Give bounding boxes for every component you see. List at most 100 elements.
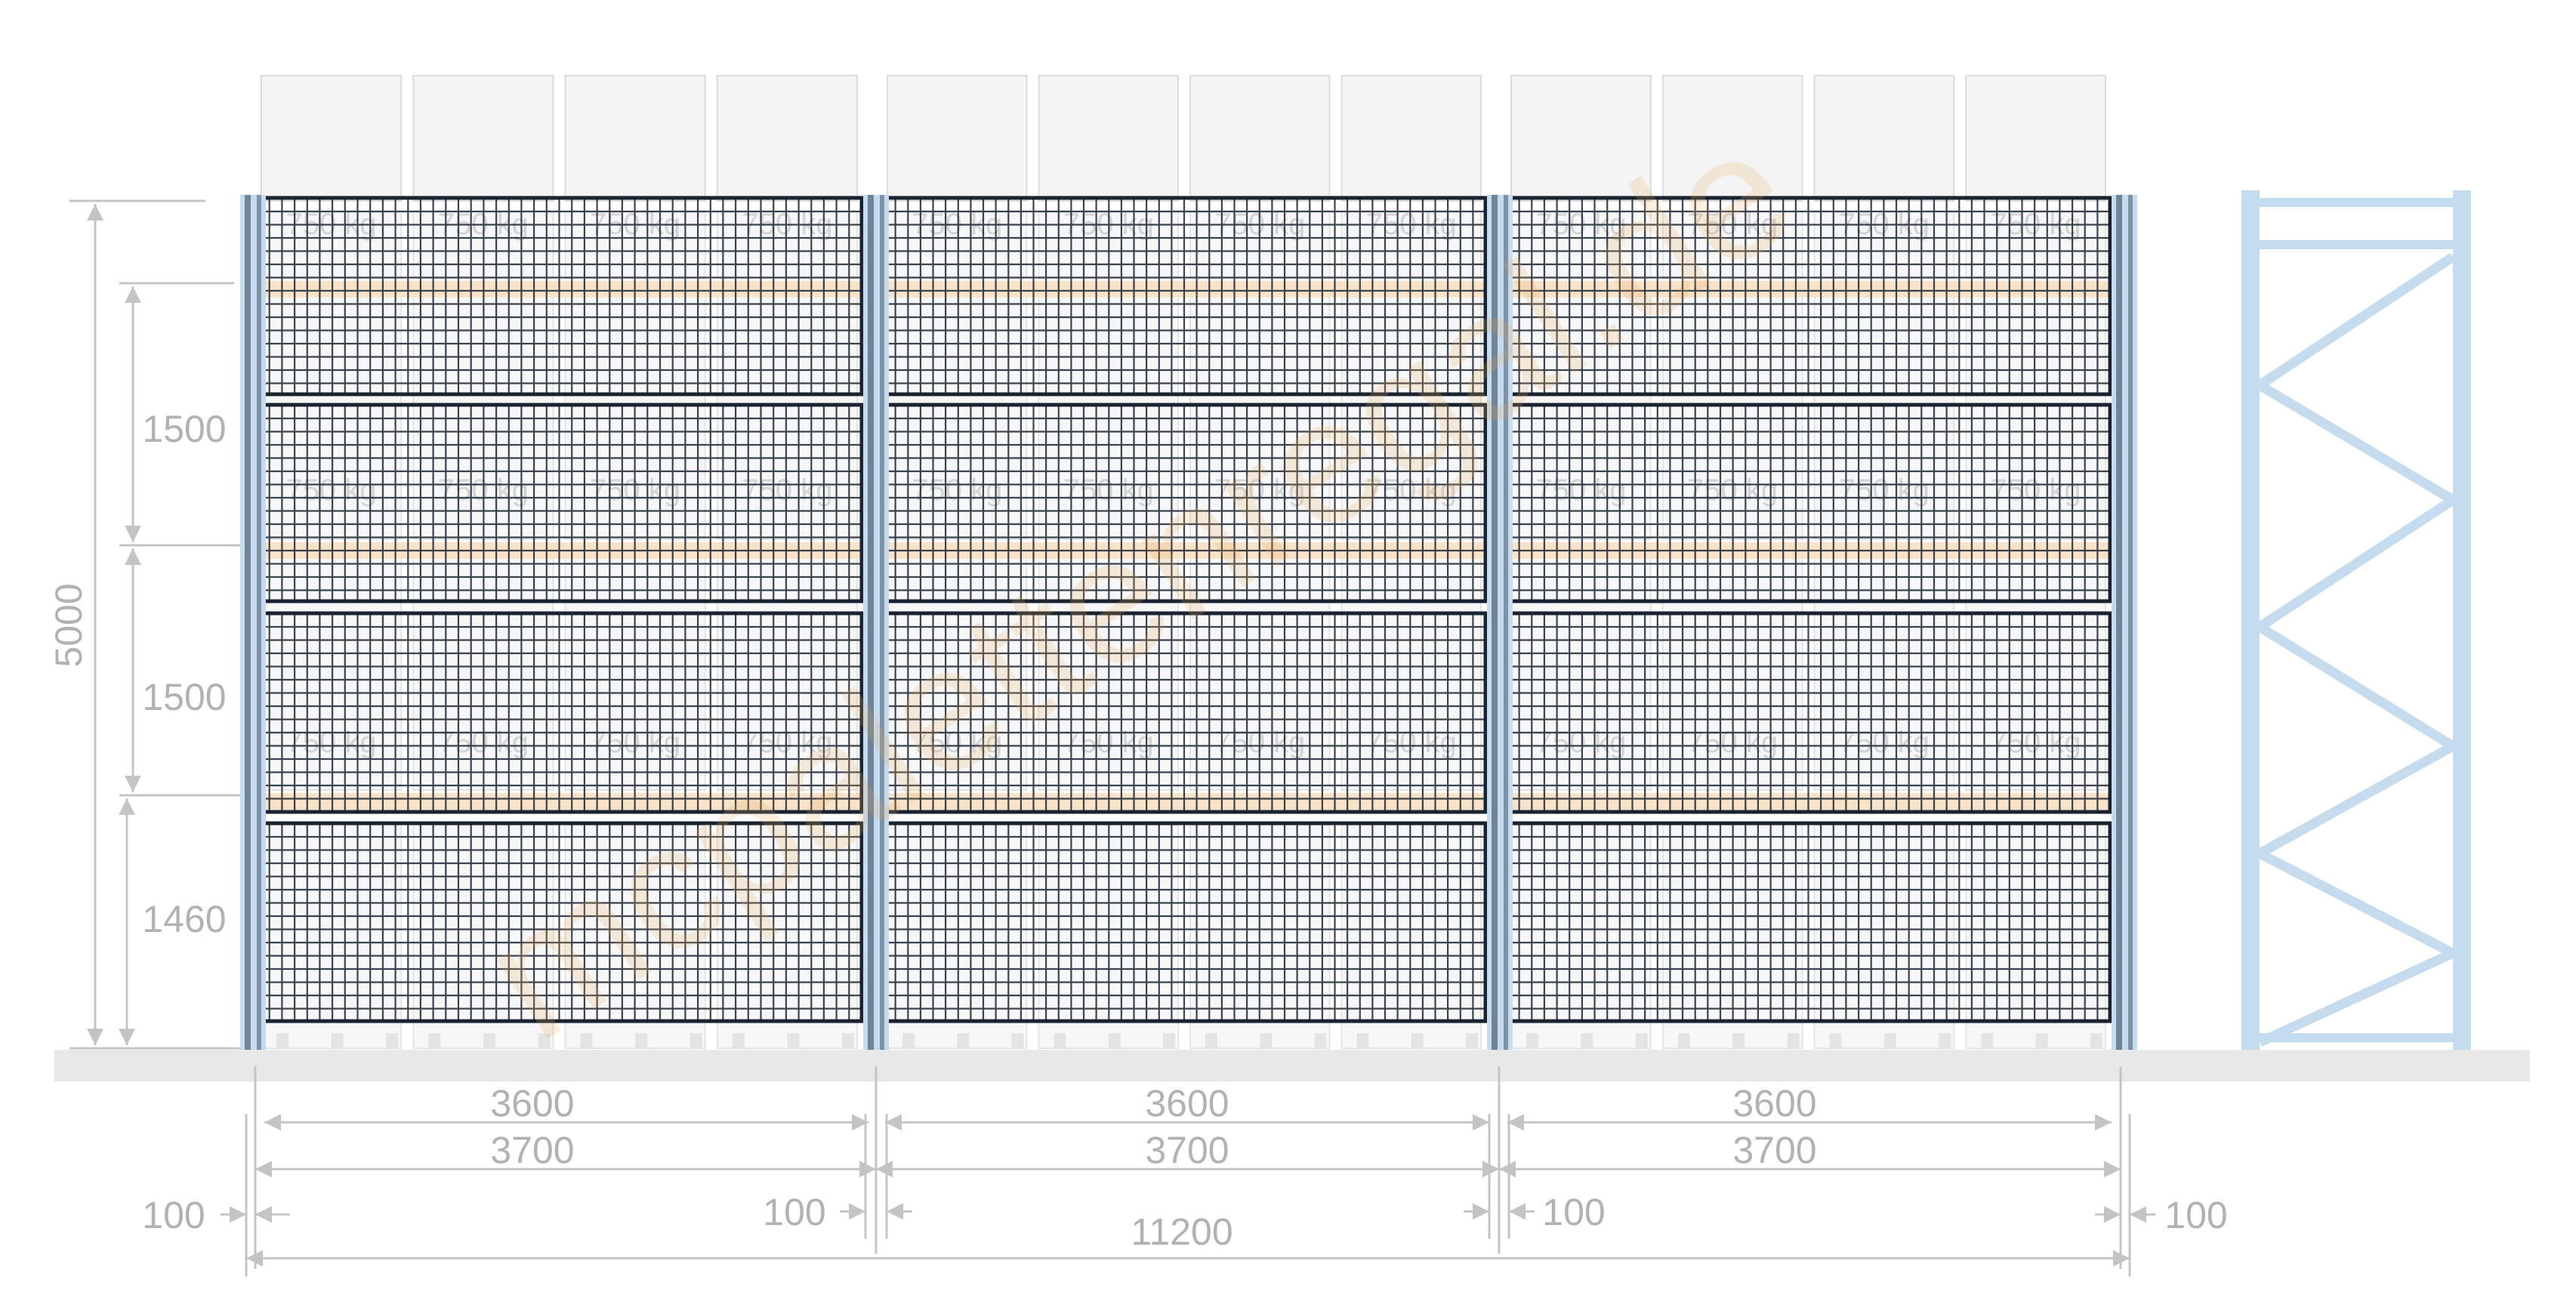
mesh-back-panels bbox=[255, 196, 2112, 1023]
top-pallet-box bbox=[412, 75, 554, 202]
floor bbox=[54, 1050, 2530, 1082]
bay-1-pitch-label: 3700 bbox=[490, 1129, 574, 1171]
pallet-box bbox=[261, 552, 403, 791]
load-capacity-label: 750 kg bbox=[1535, 726, 1626, 759]
vertical-dimensions: 5000 1500 1500 1460 bbox=[48, 199, 242, 1050]
top-pallet-box bbox=[1661, 75, 1803, 202]
top-pallet-loads bbox=[261, 75, 2107, 202]
pallet-foot bbox=[580, 1033, 593, 1048]
pallet-box bbox=[1510, 552, 1652, 791]
pallet-foot bbox=[1883, 1033, 1896, 1048]
pallet-box bbox=[1340, 211, 1482, 279]
load-capacity-label: 750 kg bbox=[1366, 474, 1457, 507]
top-pallet-box bbox=[261, 75, 403, 202]
pallet-foot bbox=[1260, 1033, 1273, 1048]
upright-mesh-edge bbox=[2128, 195, 2133, 1050]
upright-post bbox=[863, 195, 889, 1050]
pallet-foot bbox=[1011, 1033, 1024, 1048]
mesh-grid bbox=[257, 823, 862, 1021]
mesh-grid bbox=[257, 198, 862, 394]
frame-top-rail bbox=[2241, 198, 2471, 207]
load-capacity-label: 750 kg bbox=[742, 474, 832, 507]
pallet-foot bbox=[690, 1033, 702, 1048]
top-pallet-box bbox=[1038, 75, 1179, 202]
beams bbox=[252, 281, 2115, 810]
pallet-foot bbox=[635, 1033, 648, 1048]
load-capacity-label: 750 kg bbox=[286, 726, 377, 759]
pallet-foot bbox=[1205, 1033, 1217, 1048]
pallet-foot bbox=[386, 1033, 399, 1048]
pallet-foot bbox=[1526, 1033, 1538, 1048]
pallet-foot bbox=[902, 1033, 915, 1048]
top-pallet-box bbox=[1189, 75, 1331, 202]
mesh-grid bbox=[1507, 823, 2110, 1021]
pallet-foot bbox=[1356, 1033, 1369, 1048]
bay-2-pitch-label: 3700 bbox=[1145, 1129, 1229, 1171]
pallet-foot bbox=[1411, 1033, 1424, 1048]
frame-post-right bbox=[2453, 190, 2471, 1050]
pallet-foot bbox=[957, 1033, 970, 1048]
bay-2-clear-width-label: 3600 bbox=[1145, 1082, 1229, 1125]
pallet-foot bbox=[732, 1033, 745, 1048]
frame-post-left bbox=[2241, 190, 2260, 1050]
pallet-foot bbox=[2090, 1033, 2102, 1048]
top-pallet-box bbox=[716, 75, 859, 202]
pallet-foot bbox=[331, 1033, 344, 1048]
gap-bay-1-label: 100 bbox=[763, 1191, 825, 1233]
top-pallet-box bbox=[1813, 75, 1955, 202]
frame-horizontal-brace bbox=[2241, 240, 2471, 249]
mesh-grid bbox=[257, 613, 862, 812]
side-frame-view bbox=[2241, 190, 2471, 1050]
load-capacity-label: 750 kg bbox=[742, 726, 832, 759]
top-pallet-box bbox=[1965, 75, 2107, 202]
pallet-box bbox=[716, 552, 859, 791]
frame-diagonal-bracing bbox=[2249, 252, 2464, 1047]
uprights bbox=[240, 195, 2137, 1050]
pallet-foot bbox=[1787, 1033, 1800, 1048]
bay-3-clear-width-label: 3600 bbox=[1732, 1082, 1816, 1125]
top-pallet-box bbox=[1340, 75, 1482, 202]
pallet-box bbox=[1510, 824, 1652, 1049]
mesh-grid bbox=[257, 405, 862, 601]
pallet-foot bbox=[1677, 1033, 1690, 1048]
pallet-box bbox=[1340, 552, 1482, 791]
pallet-foot bbox=[1466, 1033, 1478, 1048]
upright-mesh-edge bbox=[245, 195, 251, 1050]
bay-1-clear-width-label: 3600 bbox=[490, 1082, 574, 1125]
level-1-height-label: 1500 bbox=[142, 408, 226, 450]
pallet-foot bbox=[1314, 1033, 1327, 1048]
load-capacity-label: 750 kg bbox=[1366, 726, 1457, 759]
pallet-foot bbox=[428, 1033, 441, 1048]
pallet-foot bbox=[1829, 1033, 1842, 1048]
gap-left-label: 100 bbox=[142, 1194, 205, 1236]
upright-post bbox=[2112, 195, 2137, 1050]
load-capacity-label: 750 kg bbox=[912, 726, 1002, 759]
top-pallet-box bbox=[887, 75, 1028, 202]
pallet-box bbox=[1965, 552, 2107, 791]
bay-3-pitch-label: 3700 bbox=[1732, 1129, 1816, 1171]
mesh-grid bbox=[883, 405, 1485, 601]
frame-horizontal-brace bbox=[2241, 1033, 2471, 1042]
mesh-grid bbox=[1507, 405, 2110, 601]
total-height-label: 5000 bbox=[48, 583, 90, 667]
mesh-grid bbox=[883, 198, 1485, 394]
pallet-foot bbox=[1732, 1033, 1745, 1048]
pallet-box bbox=[1340, 824, 1482, 1049]
upright-mesh-edge bbox=[868, 195, 874, 1050]
pallet-box bbox=[1510, 211, 1652, 279]
pallet-box bbox=[261, 824, 403, 1049]
pallet-foot bbox=[1581, 1033, 1593, 1048]
pallet-foot bbox=[787, 1033, 800, 1048]
load-capacity-label: 750 kg bbox=[1991, 474, 2081, 507]
upright-mesh-edge bbox=[2116, 195, 2122, 1050]
upright-post bbox=[240, 195, 266, 1050]
pallet-foot bbox=[2035, 1033, 2048, 1048]
upright-mesh-edge bbox=[257, 195, 261, 1050]
pallet-foot bbox=[483, 1033, 495, 1048]
mesh-grid bbox=[1507, 198, 2110, 394]
pallet-foot bbox=[276, 1033, 288, 1048]
upright-mesh-edge bbox=[880, 195, 884, 1050]
mesh-grid bbox=[883, 823, 1485, 1021]
horizontal-dimensions: 3600 3600 3600 3700 3700 3700 100 100 10… bbox=[142, 1066, 2228, 1276]
top-pallet-box bbox=[564, 75, 706, 202]
